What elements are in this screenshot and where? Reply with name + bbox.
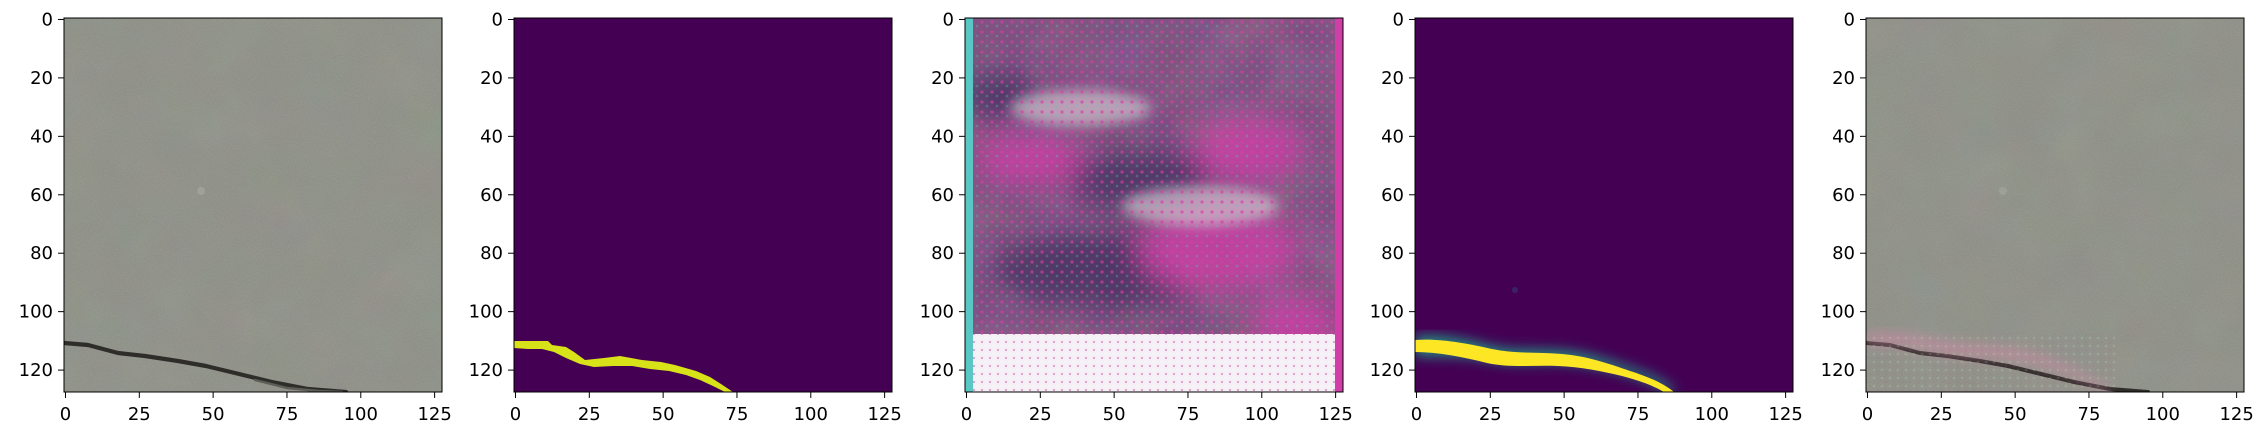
panel-4-y-tick-label-3: 60: [1381, 185, 1404, 206]
panel-1-x-tick-label-1: 25: [128, 404, 151, 425]
panel-5-x-tick-label-3: 75: [2078, 404, 2101, 425]
panel-4-speck: [1512, 287, 1518, 293]
panel-3-x-tick-label-5: 125: [1318, 404, 1352, 425]
panel-binary-mask: [514, 18, 892, 392]
panel-5-speck: [1999, 187, 2007, 195]
panel-5-x-tick-label-1: 25: [1930, 404, 1953, 425]
panel-5-y-tick-label-0: 0: [1844, 9, 1855, 30]
panel-5-y-tick-label-4: 80: [1832, 243, 1855, 264]
panel-2-y-tick-label-1: 20: [480, 68, 503, 89]
panel-3-left-edge: [965, 18, 973, 392]
panel-2-x-tick-label-0: 0: [510, 404, 521, 425]
panel-3-right-edge: [1335, 18, 1343, 392]
panel-1-y-tick-label-1: 20: [30, 68, 53, 89]
panel-1-y-tick-label-3: 60: [30, 185, 53, 206]
panel-1-x-tick-label-0: 0: [60, 404, 71, 425]
panel-3-y-tick-label-4: 80: [931, 243, 954, 264]
panel-1-y-tick-label-2: 40: [30, 126, 53, 147]
panel-1-variation: [64, 18, 442, 392]
panel-4-y-tick-label-4: 80: [1381, 243, 1404, 264]
panel-5-y-tick-label-1: 20: [1832, 68, 1855, 89]
panel-pavement-photo: [64, 18, 442, 392]
panel-1-y-tick-label-0: 0: [42, 9, 53, 30]
panel-3-x-tick-label-4: 100: [1245, 404, 1279, 425]
panel-2-y-tick-label-2: 40: [480, 126, 503, 147]
panel-1-y-tick-label-4: 80: [30, 243, 53, 264]
panel-2-x-tick-label-1: 25: [578, 404, 601, 425]
panel-2-y-tick-label-0: 0: [492, 9, 503, 30]
panel-overlay-photo: [1866, 18, 2244, 392]
panel-4-y-tick-label-6: 120: [1370, 360, 1404, 381]
panel-5-x-tick-label-5: 125: [2219, 404, 2253, 425]
panel-4-x-tick-label-1: 25: [1479, 404, 1502, 425]
panel-noisy-reconstruction: [962, 18, 1355, 392]
panel-3-bottom-dots: [965, 334, 1343, 392]
panel-2-x-tick-label-2: 50: [652, 404, 675, 425]
panel-4-y-tick-label-1: 20: [1381, 68, 1404, 89]
panel-5-y-tick-label-5: 100: [1821, 302, 1855, 323]
panel-2-x-tick-label-3: 75: [726, 404, 749, 425]
panel-3-y-tick-label-0: 0: [943, 9, 954, 30]
panel-2-y-tick-label-4: 80: [480, 243, 503, 264]
panel-5-x-tick-label-0: 0: [1862, 404, 1873, 425]
panel-5-y-tick-label-2: 40: [1832, 126, 1855, 147]
panel-1-x-tick-label-2: 50: [202, 404, 225, 425]
panel-1-x-tick-label-3: 75: [276, 404, 299, 425]
panel-1-x-tick-label-5: 125: [417, 404, 451, 425]
panel-predicted-mask: [1415, 18, 1793, 392]
panel-2-background: [514, 18, 892, 392]
panel-3-x-tick-label-3: 75: [1177, 404, 1200, 425]
panel-2-y-tick-label-6: 120: [469, 360, 503, 381]
panel-4-x-tick-label-4: 100: [1695, 404, 1729, 425]
panel-4-background: [1415, 18, 1793, 392]
panel-1-speck: [197, 187, 205, 195]
panel-3-y-tick-label-1: 20: [931, 68, 954, 89]
panel-5-y-tick-label-6: 120: [1821, 360, 1855, 381]
panel-5-y-tick-label-3: 60: [1832, 185, 1855, 206]
panel-4-y-tick-label-5: 100: [1370, 302, 1404, 323]
panel-5-overlay-dots: [1866, 334, 2116, 392]
panel-3-y-tick-label-2: 40: [931, 126, 954, 147]
panel-2-x-tick-label-5: 125: [867, 404, 901, 425]
panel-4-x-tick-label-3: 75: [1627, 404, 1650, 425]
panel-2-y-tick-label-3: 60: [480, 185, 503, 206]
panel-3-x-tick-label-2: 50: [1103, 404, 1126, 425]
panel-4-y-tick-label-2: 40: [1381, 126, 1404, 147]
panel-3-y-tick-label-3: 60: [931, 185, 954, 206]
panel-4-x-tick-label-5: 125: [1768, 404, 1802, 425]
panel-5-x-tick-label-2: 50: [2004, 404, 2027, 425]
panel-1-y-tick-label-6: 120: [19, 360, 53, 381]
panel-4-y-tick-label-0: 0: [1393, 9, 1404, 30]
panel-2-y-tick-label-5: 100: [469, 302, 503, 323]
panel-1-y-tick-label-5: 100: [19, 302, 53, 323]
panel-3-x-tick-label-0: 0: [961, 404, 972, 425]
panel-3-x-tick-label-1: 25: [1029, 404, 1052, 425]
panel-4-x-tick-label-2: 50: [1553, 404, 1576, 425]
panel-5-x-tick-label-4: 100: [2146, 404, 2180, 425]
panel-3-y-tick-label-5: 100: [920, 302, 954, 323]
panel-4-x-tick-label-0: 0: [1411, 404, 1422, 425]
panel-3-y-tick-label-6: 120: [920, 360, 954, 381]
panel-2-x-tick-label-4: 100: [794, 404, 828, 425]
panel-1-x-tick-label-4: 100: [344, 404, 378, 425]
